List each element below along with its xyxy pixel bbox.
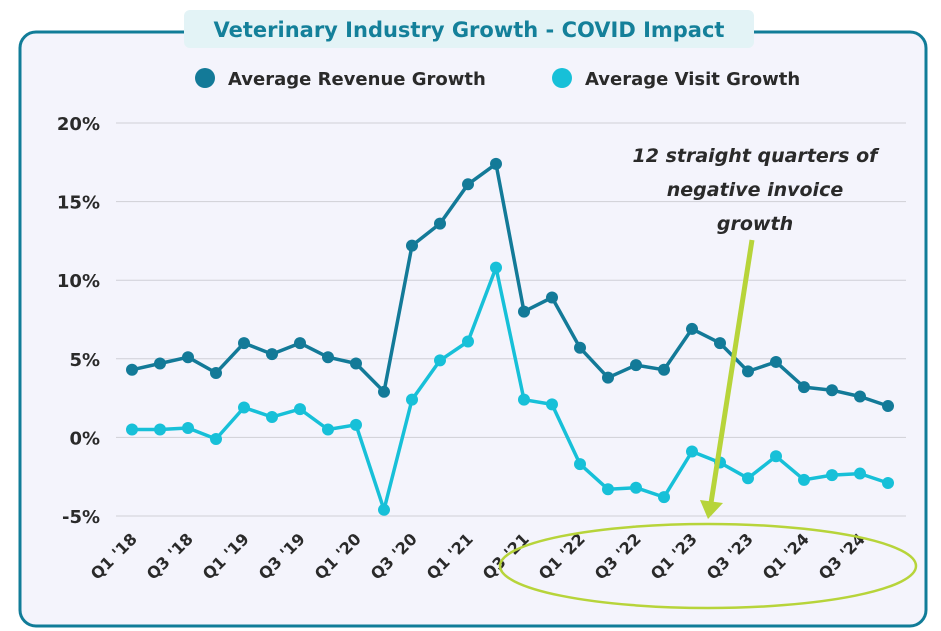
data-point	[378, 385, 390, 398]
data-point	[854, 390, 866, 403]
annotation-arrow	[700, 239, 755, 519]
data-point	[294, 403, 306, 416]
data-point	[210, 366, 222, 379]
data-point	[658, 491, 670, 504]
data-point	[602, 483, 614, 496]
data-point	[882, 399, 894, 412]
data-point	[406, 239, 418, 252]
series-visit	[126, 261, 894, 516]
series-layer	[126, 157, 894, 516]
data-point	[742, 472, 754, 485]
data-point	[770, 355, 782, 368]
data-point	[210, 432, 222, 445]
legend-marker-revenue	[195, 68, 215, 88]
legend: Average Revenue Growth Average Visit Gro…	[195, 68, 800, 90]
data-point	[546, 291, 558, 304]
y-tick-label: -5%	[62, 507, 100, 528]
annotation-arrow-shaft	[708, 239, 755, 504]
data-point	[182, 421, 194, 434]
data-point	[742, 365, 754, 378]
data-point	[686, 322, 698, 335]
data-point	[266, 410, 278, 423]
data-point	[406, 393, 418, 406]
y-axis: 20% 15% 10% 5% 0% -5%	[57, 114, 100, 528]
data-point	[266, 348, 278, 361]
legend-label-visit: Average Visit Growth	[585, 69, 800, 90]
legend-label-revenue: Average Revenue Growth	[228, 69, 486, 90]
data-point	[322, 423, 334, 436]
y-tick-label: 0%	[69, 428, 100, 449]
data-point	[574, 458, 586, 471]
data-point	[658, 363, 670, 376]
data-point	[462, 335, 474, 348]
data-point	[826, 469, 838, 482]
y-tick-label: 15%	[57, 193, 100, 214]
data-point	[798, 381, 810, 394]
data-point	[686, 445, 698, 458]
data-point	[182, 351, 194, 364]
y-tick-label: 20%	[57, 114, 100, 135]
data-point	[490, 261, 502, 274]
data-point	[322, 351, 334, 364]
series-line	[131, 162, 889, 408]
legend-marker-visit	[552, 68, 572, 88]
data-point	[238, 401, 250, 414]
data-point	[462, 178, 474, 191]
annotation-line-1: 12 straight quarters of	[633, 145, 881, 167]
annotation-line-3: growth	[717, 213, 793, 235]
chart-title: Veterinary Industry Growth - COVID Impac…	[214, 18, 725, 42]
data-point	[826, 384, 838, 397]
series-line	[132, 265, 889, 512]
data-point	[546, 398, 558, 411]
data-point	[714, 337, 726, 350]
data-point	[154, 357, 166, 370]
data-point	[630, 359, 642, 372]
data-point	[630, 481, 642, 494]
chart-title-background	[184, 10, 754, 48]
data-point	[602, 371, 614, 384]
data-point	[378, 503, 390, 516]
data-point	[434, 354, 446, 367]
data-point	[798, 473, 810, 486]
grid-lines	[116, 122, 906, 517]
data-point	[770, 450, 782, 463]
annotation-text: 12 straight quarters of negative invoice…	[633, 145, 881, 235]
data-point	[294, 337, 306, 350]
data-point	[350, 357, 362, 370]
data-point	[350, 418, 362, 431]
data-point	[854, 467, 866, 480]
annotation-line-2: negative invoice	[667, 179, 844, 201]
data-point	[126, 423, 138, 436]
data-point	[238, 337, 250, 350]
data-point	[518, 305, 530, 318]
data-point	[490, 157, 502, 170]
y-tick-label: 5%	[69, 350, 100, 371]
series-revenue	[126, 157, 894, 412]
data-point	[126, 363, 138, 376]
data-point	[434, 217, 446, 230]
data-point	[154, 423, 166, 436]
annotation-ellipse	[498, 522, 918, 610]
y-tick-label: 10%	[57, 271, 100, 292]
annotation-arrow-head	[700, 500, 723, 519]
data-point	[882, 476, 894, 489]
data-point	[574, 341, 586, 354]
data-point	[518, 393, 530, 406]
